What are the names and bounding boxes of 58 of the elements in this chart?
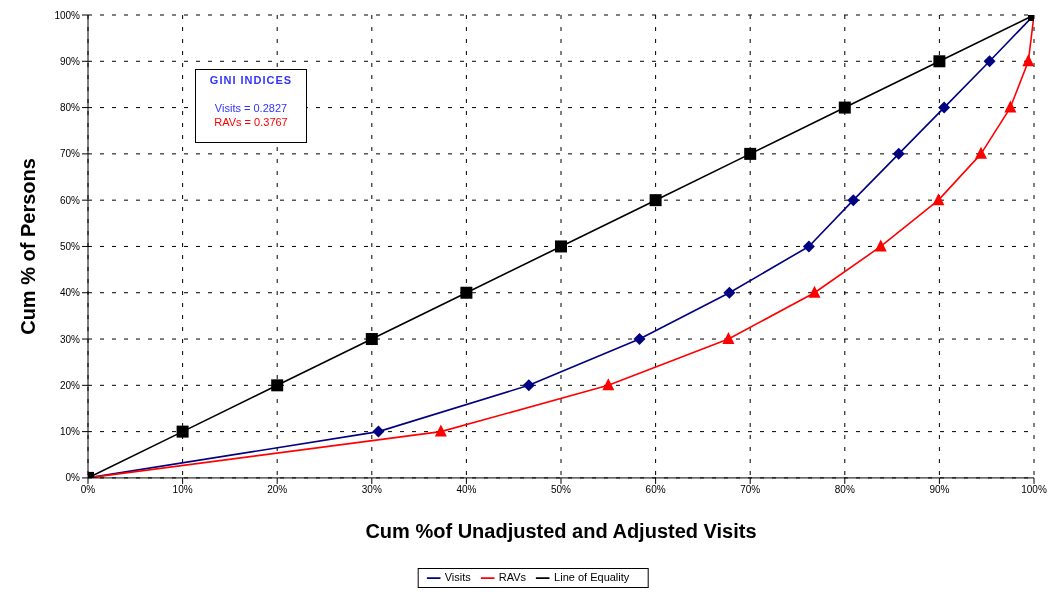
point (892, 147, 905, 160)
point (808, 285, 821, 298)
annotation: GINI INDICES (208, 74, 294, 86)
point (983, 55, 996, 68)
point (176, 425, 189, 438)
y-tick-label: 80% (59, 102, 81, 114)
y-tick-label: 30% (59, 333, 81, 345)
point (271, 379, 284, 392)
x-tick-label: 30% (361, 484, 382, 496)
x-tick-label: 100% (1021, 484, 1047, 496)
y-tick-label: 60% (59, 194, 81, 206)
point (874, 239, 887, 252)
x-tick-label: 60% (645, 484, 666, 496)
y-tick-label: 20% (59, 379, 81, 391)
y-tick-label: 50% (59, 241, 81, 252)
x-tick-label: 50% (550, 484, 572, 496)
point (744, 147, 757, 160)
x-tick-label: 10% (172, 484, 193, 496)
x-axis-title: Cum %of Unadjusted and Adjusted Visits (365, 519, 757, 542)
annotation: Visits = 0.2827 (213, 102, 289, 114)
y-tick-label: 40% (59, 287, 81, 299)
y-tick-label: 100% (54, 9, 81, 21)
legend-label: Visits (444, 570, 471, 583)
point (1004, 100, 1017, 113)
y-tick-label: 70% (59, 148, 81, 160)
point (555, 240, 567, 253)
point (1022, 54, 1034, 67)
point (722, 332, 735, 345)
point (933, 55, 946, 68)
point (522, 379, 535, 392)
point (838, 101, 851, 114)
y-tick-label: 10% (59, 426, 81, 438)
gini-box: GINI INDICES Visits = 0.2827 RAVs = 0.3767 (195, 69, 307, 143)
point (434, 424, 447, 437)
point (372, 425, 385, 438)
y-axis-title: Cum % of Persons (17, 158, 40, 335)
point (602, 378, 615, 391)
legend-label: RAVs (498, 570, 527, 583)
legend-label: Line of Equality (554, 570, 630, 583)
point (723, 286, 736, 299)
point (932, 193, 945, 206)
x-tick-label: 90% (929, 484, 950, 496)
annotation: RAVs = 0.3767 (213, 116, 289, 128)
point (460, 286, 473, 299)
y-tick-label: 0% (65, 472, 81, 484)
point (847, 194, 860, 207)
x-tick-label: 40% (456, 484, 477, 496)
x-tick-label: 0% (80, 484, 96, 496)
x-tick-label: 20% (267, 484, 288, 496)
x-tick-label: 80% (834, 484, 855, 496)
point (938, 101, 951, 114)
y-tick-label: 90% (59, 55, 81, 67)
point (365, 333, 378, 346)
point (633, 333, 646, 346)
point (802, 240, 815, 253)
point (649, 194, 662, 207)
point (975, 146, 988, 159)
x-tick-label: 70% (740, 484, 761, 496)
